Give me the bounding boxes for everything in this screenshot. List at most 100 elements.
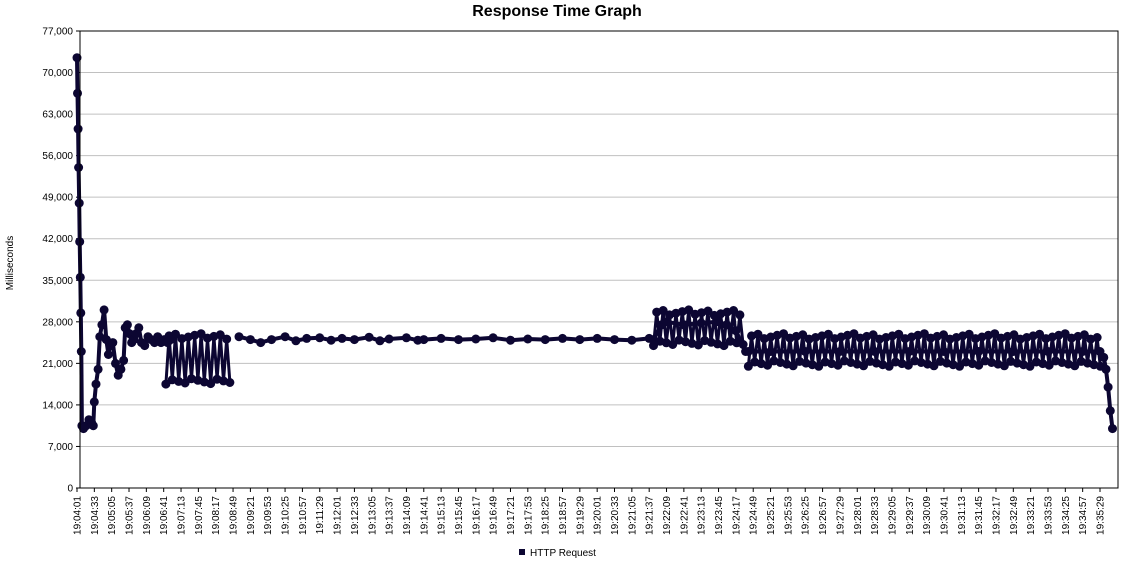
data-point xyxy=(696,318,706,328)
data-point xyxy=(743,347,753,356)
x-tick-label: 19:31:45 xyxy=(974,496,985,535)
y-tick-label: 35,000 xyxy=(42,276,73,287)
data-point xyxy=(974,347,984,356)
data-point xyxy=(337,333,347,343)
x-tick-label: 19:32:49 xyxy=(1009,496,1020,535)
data-point xyxy=(91,379,101,389)
x-tick-label: 19:11:29 xyxy=(315,496,326,535)
x-tick-label: 19:21:37 xyxy=(645,496,656,535)
x-tick-label: 19:34:57 xyxy=(1078,496,1089,535)
x-tick-label: 19:10:57 xyxy=(298,496,309,535)
data-point xyxy=(436,333,446,343)
data-point xyxy=(326,335,336,345)
x-tick-label: 19:20:01 xyxy=(593,496,604,535)
data-point xyxy=(835,347,845,356)
data-point xyxy=(558,333,567,343)
x-tick-label: 19:12:01 xyxy=(333,496,344,535)
data-point xyxy=(99,305,109,315)
data-point xyxy=(72,53,82,63)
series-line xyxy=(75,57,173,431)
x-tick-label: 19:22:09 xyxy=(662,496,673,535)
data-point xyxy=(88,421,98,431)
x-tick-label: 19:26:25 xyxy=(801,496,812,535)
y-axis-ticks: 0 7,000 14,000 21,000 28,000 35,000 42,000 49,0… xyxy=(42,27,80,495)
y-tick-label: 63,000 xyxy=(42,110,73,121)
data-point xyxy=(766,347,776,356)
data-point xyxy=(523,334,533,344)
data-point xyxy=(454,335,463,345)
data-point xyxy=(280,332,290,342)
data-point xyxy=(649,335,658,345)
data-point xyxy=(73,88,82,98)
x-tick-label: 19:20:33 xyxy=(610,496,621,535)
x-tick-label: 19:28:33 xyxy=(870,496,881,535)
data-point xyxy=(74,163,84,172)
plot-area xyxy=(72,53,1117,434)
data-point xyxy=(93,364,103,374)
y-tick-label: 77,000 xyxy=(42,27,73,38)
legend-swatch xyxy=(519,549,525,555)
x-tick-label: 19:26:57 xyxy=(818,496,829,535)
data-point xyxy=(134,323,144,333)
y-tick-label: 56,000 xyxy=(42,151,73,162)
x-tick-label: 19:32:17 xyxy=(991,496,1002,535)
data-point xyxy=(506,335,515,345)
data-point xyxy=(401,333,411,343)
x-tick-label: 19:35:29 xyxy=(1096,496,1107,535)
x-tick-label: 19:25:53 xyxy=(783,496,794,535)
data-point xyxy=(384,334,394,344)
series-band-markers xyxy=(743,329,1105,371)
data-point xyxy=(375,336,385,346)
x-tick-label: 19:08:49 xyxy=(229,496,240,535)
data-point xyxy=(315,333,325,343)
x-tick-label: 19:15:13 xyxy=(437,496,448,535)
data-point xyxy=(103,350,113,359)
data-point xyxy=(291,336,301,346)
data-point xyxy=(119,355,129,365)
x-tick-label: 19:06:41 xyxy=(159,496,170,535)
x-tick-label: 19:34:25 xyxy=(1061,496,1072,535)
x-tick-label: 19:04:33 xyxy=(90,496,101,535)
data-point xyxy=(111,358,120,368)
data-point xyxy=(870,347,880,356)
x-tick-label: 19:13:37 xyxy=(385,496,396,535)
data-point xyxy=(267,335,276,345)
data-point xyxy=(731,326,741,336)
x-tick-label: 19:14:09 xyxy=(402,496,413,535)
data-point xyxy=(74,198,84,208)
data-point xyxy=(904,347,914,356)
x-tick-label: 19:28:01 xyxy=(853,496,864,535)
x-tick-label: 19:17:21 xyxy=(506,496,517,535)
data-point xyxy=(575,335,585,345)
data-point xyxy=(488,333,498,343)
data-point xyxy=(245,335,255,345)
data-point xyxy=(364,332,374,342)
x-tick-label: 19:21:05 xyxy=(627,496,638,535)
data-point xyxy=(1105,406,1115,416)
x-tick-label: 19:09:53 xyxy=(263,496,274,535)
data-point xyxy=(302,333,312,343)
data-point xyxy=(116,364,126,374)
x-tick-label: 19:18:25 xyxy=(541,496,552,535)
data-point xyxy=(722,320,732,330)
x-tick-label: 19:05:05 xyxy=(107,496,118,535)
data-point xyxy=(234,332,244,342)
x-tick-label: 19:19:29 xyxy=(575,496,586,535)
series-band-markers xyxy=(161,329,235,389)
x-tick-label: 19:10:25 xyxy=(281,496,292,535)
data-point xyxy=(540,335,550,345)
data-point xyxy=(627,335,637,345)
y-tick-label: 42,000 xyxy=(42,234,73,245)
x-tick-label: 19:29:37 xyxy=(905,496,916,535)
y-tick-label: 0 xyxy=(67,484,73,495)
data-point xyxy=(89,397,99,407)
data-point xyxy=(1008,347,1018,356)
data-point xyxy=(1103,382,1113,392)
x-tick-label: 19:08:17 xyxy=(211,496,222,535)
x-tick-label: 19:07:45 xyxy=(194,496,205,535)
data-point xyxy=(166,335,176,345)
plot-frame xyxy=(79,30,1119,489)
data-point xyxy=(592,333,602,343)
data-point xyxy=(140,341,150,351)
